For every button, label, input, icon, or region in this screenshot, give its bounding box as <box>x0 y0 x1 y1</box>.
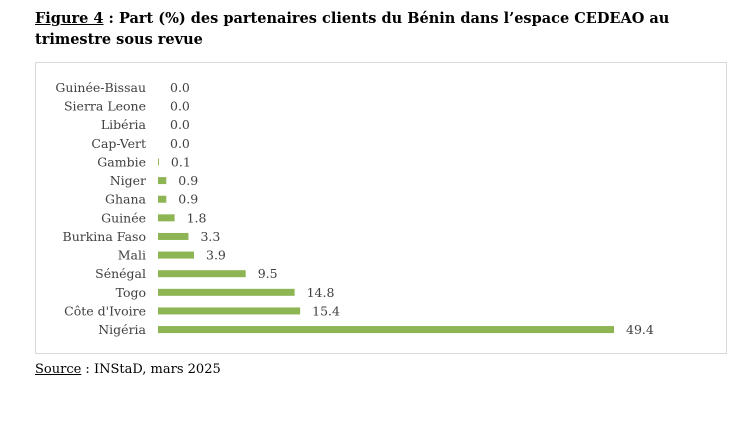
data-label: 9.5 <box>258 266 278 281</box>
category-label: Sénégal <box>95 266 146 281</box>
source-note: Source : INStaD, mars 2025 <box>35 362 221 377</box>
bar <box>158 251 194 259</box>
data-label: 0.0 <box>170 136 190 151</box>
data-label: 15.4 <box>312 303 340 318</box>
category-label: Sierra Leone <box>64 99 146 114</box>
data-label: 49.4 <box>626 322 654 337</box>
category-label: Togo <box>116 285 146 300</box>
category-label: Libéria <box>101 117 147 132</box>
data-label: 3.9 <box>206 248 226 263</box>
data-label: 1.8 <box>187 210 207 225</box>
data-label: 3.3 <box>200 229 220 244</box>
data-label: 0.1 <box>171 154 191 169</box>
bar <box>158 195 167 203</box>
category-label: Niger <box>110 173 146 188</box>
bar <box>158 177 167 185</box>
category-label: Côte d'Ivoire <box>64 303 146 318</box>
data-label: 0.0 <box>170 99 190 114</box>
category-label: Guinée <box>101 210 146 225</box>
data-label: 0.9 <box>178 173 198 188</box>
data-label: 0.0 <box>170 80 190 95</box>
bar <box>158 270 246 278</box>
category-label: Gambie <box>97 154 146 169</box>
source-label: Source <box>35 362 82 377</box>
bar <box>158 307 301 315</box>
bar <box>158 326 614 334</box>
category-label: Ghana <box>105 192 147 207</box>
category-label: Burkina Faso <box>63 229 146 244</box>
data-label: 14.8 <box>307 285 335 300</box>
bar-chart: Guinée-Bissau 0.0 Sierra Leone 0.0 Libéria 0.… <box>55 80 654 337</box>
bar <box>158 288 295 296</box>
figure-caption: : Part (%) des partenaires clients du Bé… <box>35 10 670 48</box>
source-text: : INStaD, mars 2025 <box>81 362 221 377</box>
category-label: Nigéria <box>98 322 146 337</box>
data-label: 0.0 <box>170 117 190 132</box>
figure-title: Figure 4 : Part (%) des partenaires clie… <box>35 8 730 50</box>
chart-area: Guinée-Bissau 0.0 Sierra Leone 0.0 Libéria 0.… <box>35 62 727 354</box>
figure-label: Figure 4 <box>35 10 104 27</box>
category-label: Mali <box>118 248 146 263</box>
bar <box>158 232 189 240</box>
category-label: Guinée-Bissau <box>55 80 146 95</box>
data-label: 0.9 <box>178 192 198 207</box>
category-label: Cap-Vert <box>91 136 146 151</box>
bar <box>158 158 159 166</box>
bar <box>158 214 175 222</box>
